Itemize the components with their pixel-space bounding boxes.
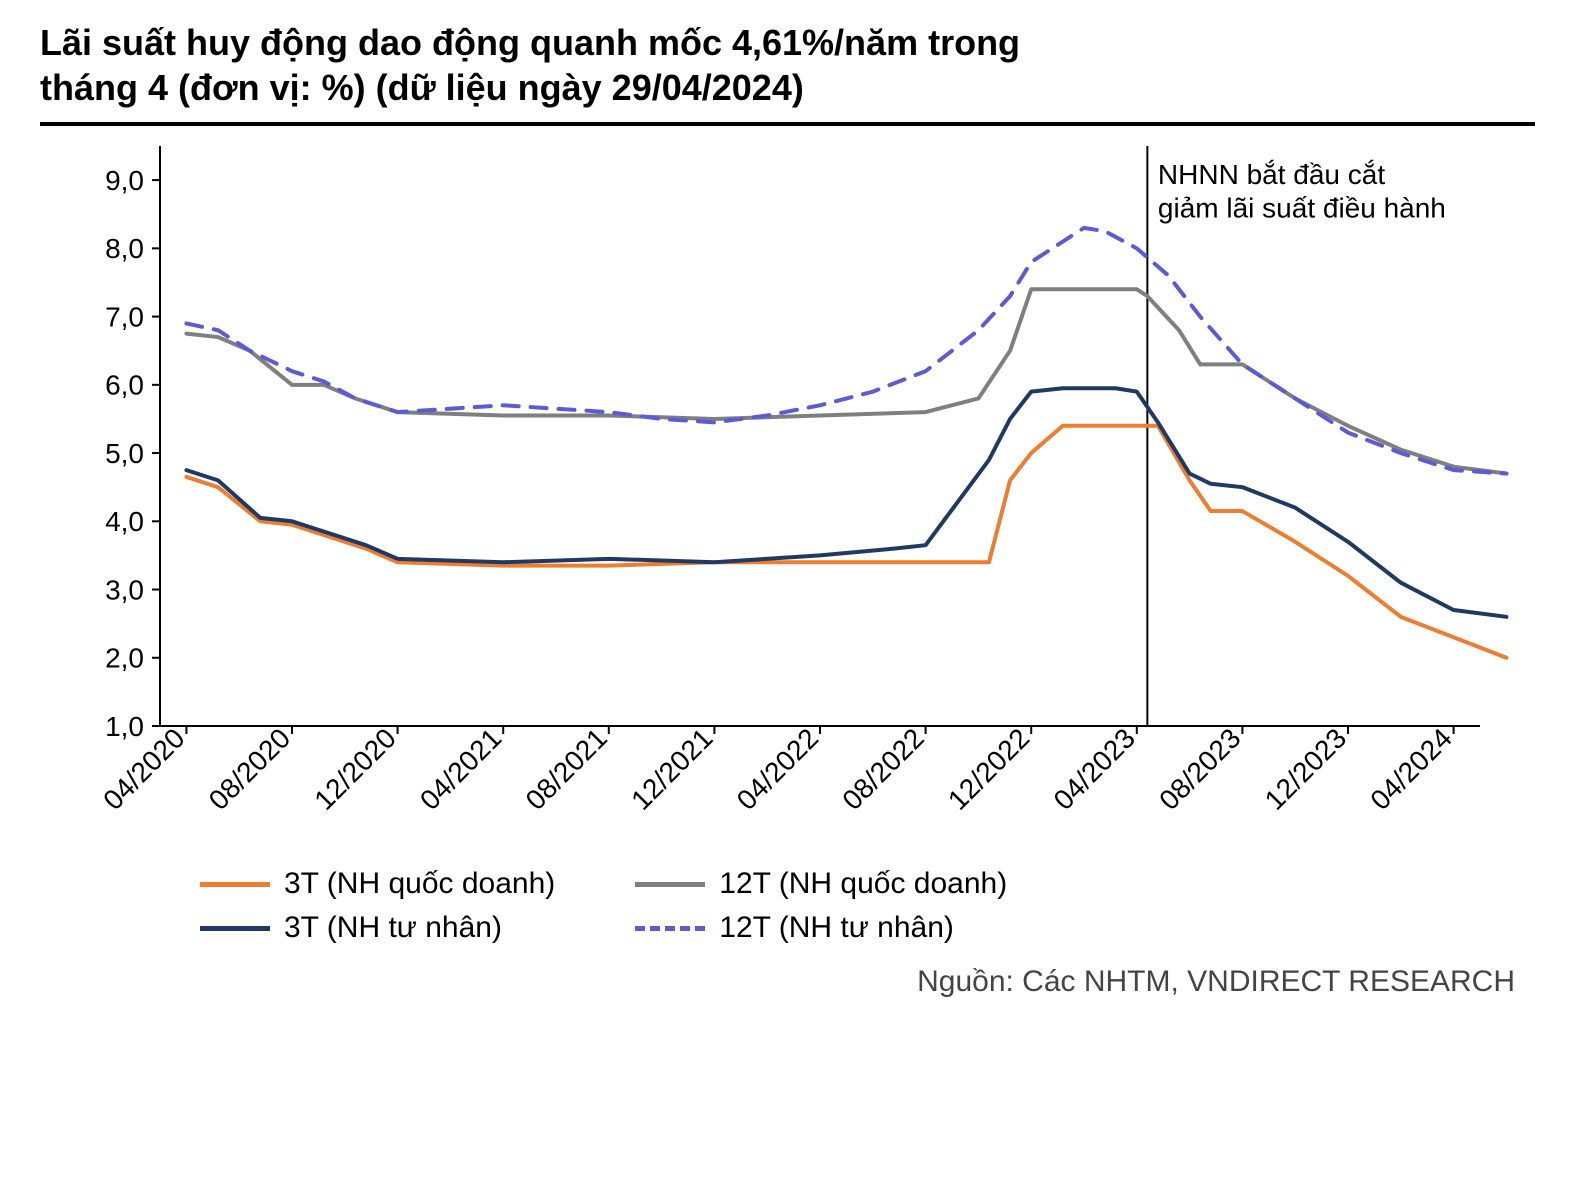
annotation-text: giảm lãi suất điều hành	[1158, 193, 1446, 224]
legend: 3T (NH quốc doanh) 3T (NH tư nhân) 12T (NH…	[40, 867, 1535, 945]
x-tick-label: 08/2021	[520, 722, 613, 815]
series-s4	[186, 228, 1506, 474]
x-tick-label: 12/2022	[942, 722, 1035, 815]
y-tick-label: 2,0	[105, 643, 144, 674]
x-tick-label: 12/2023	[1259, 722, 1352, 815]
source-label: Nguồn: Các NHTM, VNDIRECT RESEARCH	[40, 965, 1535, 999]
series-s2	[186, 388, 1506, 617]
legend-column: 12T (NH quốc doanh) 12T (NH tư nhân)	[635, 867, 1007, 945]
x-tick-label: 04/2024	[1364, 722, 1457, 815]
y-tick-label: 3,0	[105, 574, 144, 605]
legend-column: 3T (NH quốc doanh) 3T (NH tư nhân)	[200, 867, 555, 945]
x-tick-label: 04/2022	[731, 722, 824, 815]
chart-area: 1,02,03,04,05,06,07,08,09,004/202008/202…	[40, 126, 1535, 851]
chart-title: Lãi suất huy động dao động quanh mốc 4,6…	[40, 20, 1535, 110]
x-tick-label: 04/2023	[1048, 722, 1141, 815]
y-tick-label: 9,0	[105, 165, 144, 196]
legend-item: 3T (NH tư nhân)	[200, 911, 555, 945]
title-line-1: Lãi suất huy động dao động quanh mốc 4,6…	[40, 22, 1020, 63]
legend-swatch	[635, 882, 705, 887]
title-line-2: tháng 4 (đơn vị: %) (dữ liệu ngày 29/04/…	[40, 67, 804, 108]
legend-label: 3T (NH tư nhân)	[284, 911, 502, 945]
series-s1	[186, 426, 1506, 658]
annotation-text: NHNN bắt đầu cắt	[1158, 159, 1385, 190]
y-tick-label: 7,0	[105, 301, 144, 332]
y-tick-label: 5,0	[105, 438, 144, 469]
legend-item: 3T (NH quốc doanh)	[200, 867, 555, 901]
legend-swatch	[635, 926, 705, 931]
y-tick-label: 4,0	[105, 506, 144, 537]
x-tick-label: 04/2021	[414, 722, 507, 815]
legend-item: 12T (NH quốc doanh)	[635, 867, 1007, 901]
legend-swatch	[200, 882, 270, 887]
legend-swatch	[200, 926, 270, 931]
legend-item: 12T (NH tư nhân)	[635, 911, 1007, 945]
legend-label: 3T (NH quốc doanh)	[284, 867, 555, 901]
x-tick-label: 12/2021	[625, 722, 718, 815]
y-tick-label: 8,0	[105, 233, 144, 264]
line-chart: 1,02,03,04,05,06,07,08,09,004/202008/202…	[40, 126, 1510, 846]
x-tick-label: 08/2023	[1153, 722, 1246, 815]
x-tick-label: 08/2020	[203, 722, 296, 815]
y-tick-label: 6,0	[105, 370, 144, 401]
y-tick-label: 1,0	[105, 711, 144, 742]
x-tick-label: 12/2020	[308, 722, 401, 815]
x-tick-label: 08/2022	[836, 722, 929, 815]
legend-label: 12T (NH quốc doanh)	[719, 867, 1007, 901]
series-s3	[186, 289, 1506, 473]
page: Lãi suất huy động dao động quanh mốc 4,6…	[0, 0, 1575, 1185]
legend-label: 12T (NH tư nhân)	[719, 911, 954, 945]
